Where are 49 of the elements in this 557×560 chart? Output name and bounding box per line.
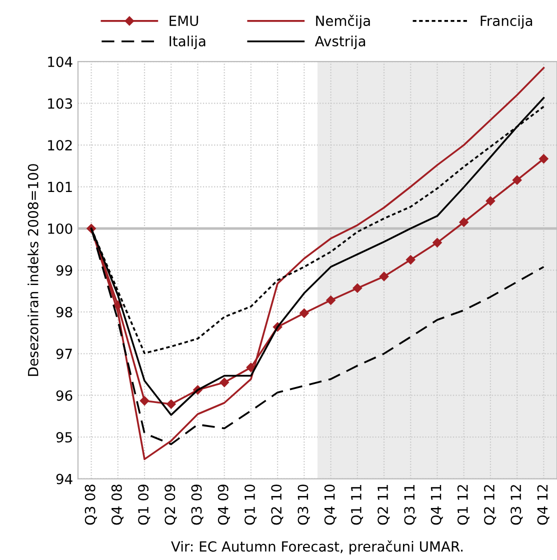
point bbox=[459, 218, 468, 227]
legend-label: Nemčija bbox=[316, 14, 370, 29]
x-tick-label: Q4 10 bbox=[324, 484, 336, 525]
point bbox=[352, 284, 362, 293]
point bbox=[140, 396, 150, 406]
point bbox=[406, 255, 416, 264]
legend-label: EMU bbox=[170, 16, 198, 26]
point bbox=[300, 308, 309, 318]
x-tick-label: Q3 08 bbox=[84, 484, 97, 525]
y-tick-label: 94 bbox=[56, 474, 72, 484]
y-tick-label: 103 bbox=[48, 98, 72, 109]
y-tick-label: 97 bbox=[56, 348, 72, 360]
x-tick-label: Q3 09 bbox=[191, 484, 204, 525]
legend-label: Italija bbox=[170, 36, 206, 50]
x-tick-label: Q4 12 bbox=[537, 485, 550, 525]
y-tick-label: 96 bbox=[56, 390, 72, 401]
x-tick-label: Q2 12 bbox=[484, 485, 496, 525]
x-tick-label: Q1 11 bbox=[350, 484, 364, 525]
y-axis-title: Desezoniran indeks 2008=100 bbox=[28, 164, 38, 376]
y-tick-label: 99 bbox=[56, 265, 72, 276]
point bbox=[486, 196, 496, 206]
x-tick-label: Q1 09 bbox=[138, 484, 150, 525]
y-tick-label: 95 bbox=[56, 432, 72, 443]
x-tick-label: Q3 11 bbox=[404, 484, 416, 525]
x-tick-label: Q3 12 bbox=[510, 485, 523, 525]
x-tick-label: Q4 08 bbox=[111, 484, 124, 525]
x-tick-label: Q1 10 bbox=[244, 484, 257, 525]
legend-label: Avstrija bbox=[314, 36, 366, 50]
y-tick-label: 100 bbox=[48, 223, 72, 234]
x-tick-label: Q2 11 bbox=[378, 484, 390, 525]
y-tick-label: 101 bbox=[48, 182, 72, 192]
x-tick-label: Q3 10 bbox=[298, 484, 310, 525]
point bbox=[326, 296, 336, 305]
point bbox=[379, 272, 389, 282]
y-tick-label: 102 bbox=[48, 140, 72, 151]
y-tick-label: 98 bbox=[56, 306, 72, 318]
point bbox=[220, 378, 229, 388]
x-tick-label: Q2 09 bbox=[164, 484, 177, 525]
point bbox=[432, 238, 442, 248]
x-tick-label: Q4 11 bbox=[430, 484, 443, 525]
point bbox=[512, 175, 522, 185]
point bbox=[166, 399, 176, 409]
x-tick-label: Q2 10 bbox=[271, 484, 284, 525]
x-tick-label: Q4 09 bbox=[218, 484, 230, 525]
point bbox=[539, 154, 548, 164]
y-tick-label: 104 bbox=[48, 56, 72, 68]
x-tick-label: Q1 12 bbox=[457, 485, 470, 525]
legend-label: Francija bbox=[480, 15, 532, 29]
text: Vir: EC Autumn Forecast, preračuni UMAR. bbox=[171, 540, 463, 554]
